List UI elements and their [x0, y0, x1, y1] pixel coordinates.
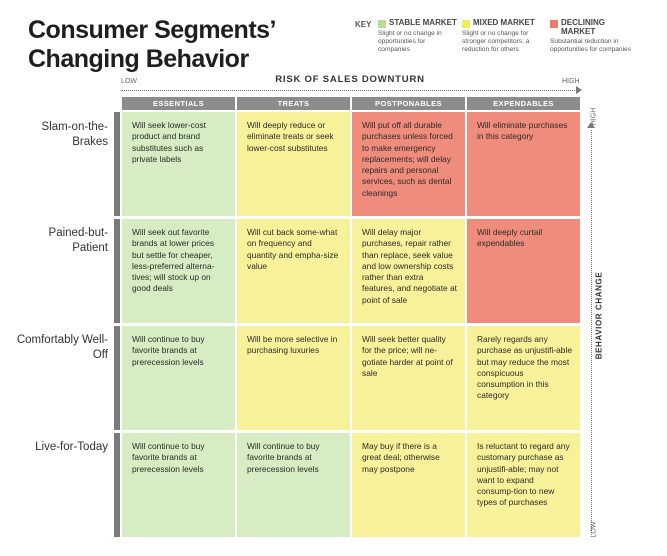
y-axis-high-label: HIGH [590, 107, 598, 126]
cell-slam-expendables: Will eliminate purchases in this categor… [467, 112, 580, 216]
cell-pained-expendables: Will deeply curtail expendables [467, 219, 580, 323]
y-axis-line [591, 130, 592, 535]
cell-pained-treats: Will cut back some-what on frequency and… [237, 219, 350, 323]
row-label-slam-on-the-brakes: Slam-on-the-Brakes [41, 121, 108, 148]
title-line-2: Changing Behavior [28, 45, 249, 73]
x-axis-low-label: LOW [121, 78, 137, 85]
title-line-1: Consumer Segments’ [28, 16, 277, 44]
column-header-treats: TREATS [237, 97, 350, 110]
column-header-expendables: EXPENDABLES [467, 97, 580, 110]
x-axis-title: RISK OF SALES DOWNTURN [275, 74, 425, 85]
row-label-comfortably-well-off: Comfortably Well-Off [16, 334, 108, 361]
x-axis-line [121, 90, 579, 91]
cell-live-postponables: May buy if there is a great deal; otherw… [352, 433, 465, 537]
page-title: Consumer Segments’ Changing Behavior [28, 16, 277, 74]
legend-stable-desc: Slight or no change in opportunities for… [378, 30, 442, 53]
cell-live-essentials: Will continue to buy favorite brands at … [122, 433, 235, 537]
x-axis-arrow-icon [576, 86, 582, 94]
row-bar-2 [114, 219, 120, 323]
row-bar-1 [114, 112, 120, 216]
column-header-essentials: ESSENTIALS [122, 97, 235, 110]
row-bar-4 [114, 433, 120, 537]
cell-comfortably-treats: Will be more selective in purchasing lux… [237, 326, 350, 430]
cell-slam-postponables: Will put off all durable purchases unles… [352, 112, 465, 216]
cell-live-treats: Will continue to buy favorite brands at … [237, 433, 350, 537]
y-axis-title: BEHAVIOR CHANGE [594, 271, 604, 360]
y-axis-low-label: LOW [590, 521, 598, 538]
y-axis-arrow-icon [587, 122, 595, 128]
legend-mixed-swatch [462, 20, 470, 28]
cell-live-expendables: Is reluctant to regard any customary pur… [467, 433, 580, 537]
legend-stable-swatch [378, 20, 386, 28]
key-label: KEY [355, 20, 372, 29]
cell-pained-essentials: Will seek out favorite brands at lower p… [122, 219, 235, 323]
cell-comfortably-essentials: Will continue to buy favorite brands at … [122, 326, 235, 430]
cell-pained-postponables: Will delay major purchases, repair rathe… [352, 219, 465, 323]
row-label-live-for-today: Live-for-Today [35, 441, 108, 453]
legend-mixed-name: MIXED MARKET [473, 18, 535, 27]
row-bar-3 [114, 326, 120, 430]
cell-comfortably-postponables: Will seek better quality for the price; … [352, 326, 465, 430]
cell-slam-treats: Will deeply reduce or eliminate treats o… [237, 112, 350, 216]
row-label-pained-but-patient: Pained-but-Patient [48, 227, 108, 254]
legend-declining-name: DECLINING MARKET [561, 18, 605, 36]
legend-declining-desc: Substantial reduction in opportunities f… [550, 38, 632, 53]
legend-stable-name: STABLE MARKET [389, 18, 457, 27]
legend-mixed-desc: Slight or no change for stronger competi… [462, 30, 530, 53]
legend-declining-swatch [550, 20, 558, 28]
x-axis-high-label: HIGH [562, 78, 580, 85]
column-header-postponables: POSTPONABLES [352, 97, 465, 110]
cell-comfortably-expendables: Rarely regards any purchase as unjustifi… [467, 326, 580, 430]
cell-slam-essentials: Will seek lower-cost product and brand s… [122, 112, 235, 216]
